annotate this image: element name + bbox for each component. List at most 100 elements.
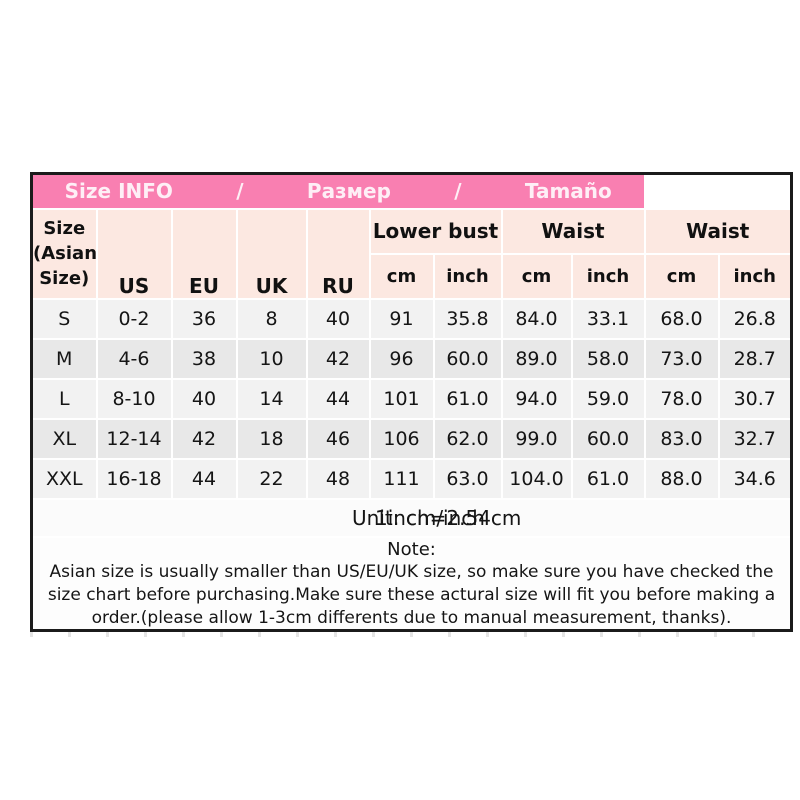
- unit-header-inch: inch: [570, 252, 646, 300]
- faint-tick-marks: [30, 632, 790, 637]
- size-cell: XXL: [30, 457, 98, 500]
- data-cell: 59.0: [570, 377, 646, 420]
- data-cell: 58.0: [570, 337, 646, 380]
- banner-titles: Size INFO / Размер / Tamaño: [33, 179, 644, 203]
- data-cell: 48: [305, 457, 371, 500]
- banner-row: Size INFO / Размер / Tamaño: [30, 172, 793, 210]
- size-header-line: Size): [39, 268, 90, 290]
- size-chart-table: Size INFO / Размер / Tamaño Size (Asian …: [30, 172, 793, 633]
- table-row-m: M 4-6 38 10 42 96 60.0 89.0 58.0 73.0 28…: [30, 337, 793, 380]
- banner-title-ru: Размер: [306, 179, 391, 204]
- data-cell: 16-18: [95, 457, 173, 500]
- data-cell: 36: [170, 297, 238, 340]
- note-row: Note: Asian size is usually smaller than…: [30, 535, 793, 632]
- data-cell: 96: [368, 337, 435, 380]
- col-header-eu: EU: [170, 207, 238, 300]
- unit-header-cm: cm: [643, 252, 720, 300]
- data-cell: 60.0: [570, 417, 646, 460]
- group-header-waist-1: Waist: [500, 207, 646, 255]
- table-row-s: S 0-2 36 8 40 91 35.8 84.0 33.1 68.0 26.…: [30, 297, 793, 340]
- data-cell: 94.0: [500, 377, 573, 420]
- data-cell: 0-2: [95, 297, 173, 340]
- data-cell: 40: [170, 377, 238, 420]
- data-cell: 78.0: [643, 377, 720, 420]
- data-cell: 10: [235, 337, 308, 380]
- data-cell: 34.6: [717, 457, 793, 500]
- table-row-xl: XL 12-14 42 18 46 106 62.0 99.0 60.0 83.…: [30, 417, 793, 460]
- data-cell: 42: [170, 417, 238, 460]
- table-row-xxl: XXL 16-18 44 22 48 111 63.0 104.0 61.0 8…: [30, 457, 793, 500]
- size-cell: M: [30, 337, 98, 380]
- data-cell: 84.0: [500, 297, 573, 340]
- note-line: order.(please allow 1-3cm differents due…: [91, 607, 732, 628]
- data-cell: 32.7: [717, 417, 793, 460]
- col-header-us: US: [95, 207, 173, 300]
- note-line: Asian size is usually smaller than US/EU…: [49, 562, 774, 583]
- data-cell: 22: [235, 457, 308, 500]
- data-cell: 111: [368, 457, 435, 500]
- data-cell: 38: [170, 337, 238, 380]
- data-cell: 68.0: [643, 297, 720, 340]
- unit-label: Unit: cm/inch: [352, 505, 485, 530]
- data-cell: 62.0: [432, 417, 503, 460]
- inch-conversion-label: 1inch=2.54cm: [375, 505, 522, 530]
- data-cell: 44: [305, 377, 371, 420]
- banner-empty-cell: [643, 172, 793, 210]
- data-cell: 8: [235, 297, 308, 340]
- unit-header-inch: inch: [432, 252, 503, 300]
- data-cell: 104.0: [500, 457, 573, 500]
- data-cell: 63.0: [432, 457, 503, 500]
- note-box: Note: Asian size is usually smaller than…: [30, 535, 793, 632]
- col-header-ru: RU: [305, 207, 371, 300]
- data-cell: 28.7: [717, 337, 793, 380]
- note-line: size chart before purchasing.Make sure t…: [47, 585, 776, 606]
- data-cell: 44: [170, 457, 238, 500]
- data-cell: 30.7: [717, 377, 793, 420]
- banner-separator: /: [454, 179, 462, 204]
- data-cell: 89.0: [500, 337, 573, 380]
- data-cell: 12-14: [95, 417, 173, 460]
- data-cell: 88.0: [643, 457, 720, 500]
- data-cell: 42: [305, 337, 371, 380]
- data-cell: 33.1: [570, 297, 646, 340]
- group-header-row: Size (Asian Size) US EU UK RU Lower bust…: [30, 207, 793, 300]
- size-cell: S: [30, 297, 98, 340]
- size-cell: L: [30, 377, 98, 420]
- banner-pink-band: Size INFO / Размер / Tamaño: [30, 172, 646, 210]
- data-cell: 73.0: [643, 337, 720, 380]
- unit-row: Unit: cm/inch 1inch=2.54cm: [30, 497, 793, 538]
- banner-separator: /: [236, 179, 244, 204]
- data-cell: 106: [368, 417, 435, 460]
- data-cell: 40: [305, 297, 371, 340]
- data-cell: 61.0: [432, 377, 503, 420]
- data-cell: 18: [235, 417, 308, 460]
- data-cell: 101: [368, 377, 435, 420]
- data-cell: 35.8: [432, 297, 503, 340]
- units-header-row: cm inch cm inch cm inch: [32, 252, 793, 300]
- note-title: Note:: [387, 538, 436, 560]
- data-cell: 61.0: [570, 457, 646, 500]
- data-cell: 46: [305, 417, 371, 460]
- size-header-line: Size: [43, 217, 86, 239]
- size-cell: XL: [30, 417, 98, 460]
- unit-header-cm: cm: [368, 252, 435, 300]
- table-row-l: L 8-10 40 14 44 101 61.0 94.0 59.0 78.0 …: [30, 377, 793, 420]
- data-cell: 26.8: [717, 297, 793, 340]
- col-header-asian-size: Size (Asian Size): [30, 207, 98, 300]
- size-header-line: (Asian: [33, 242, 98, 264]
- unit-header-inch: inch: [717, 252, 793, 300]
- data-cell: 14: [235, 377, 308, 420]
- col-header-uk: UK: [235, 207, 308, 300]
- banner-title-es: Tamaño: [524, 179, 612, 204]
- group-header-lower-bust: Lower bust: [368, 207, 503, 255]
- data-cell: 8-10: [95, 377, 173, 420]
- data-cell: 83.0: [643, 417, 720, 460]
- data-cell: 60.0: [432, 337, 503, 380]
- data-cell: 99.0: [500, 417, 573, 460]
- data-cell: 4-6: [95, 337, 173, 380]
- unit-bar: Unit: cm/inch 1inch=2.54cm: [30, 497, 793, 538]
- group-header-waist-2: Waist: [643, 207, 793, 255]
- banner-title-en: Size INFO: [64, 179, 173, 204]
- unit-header-cm: cm: [500, 252, 573, 300]
